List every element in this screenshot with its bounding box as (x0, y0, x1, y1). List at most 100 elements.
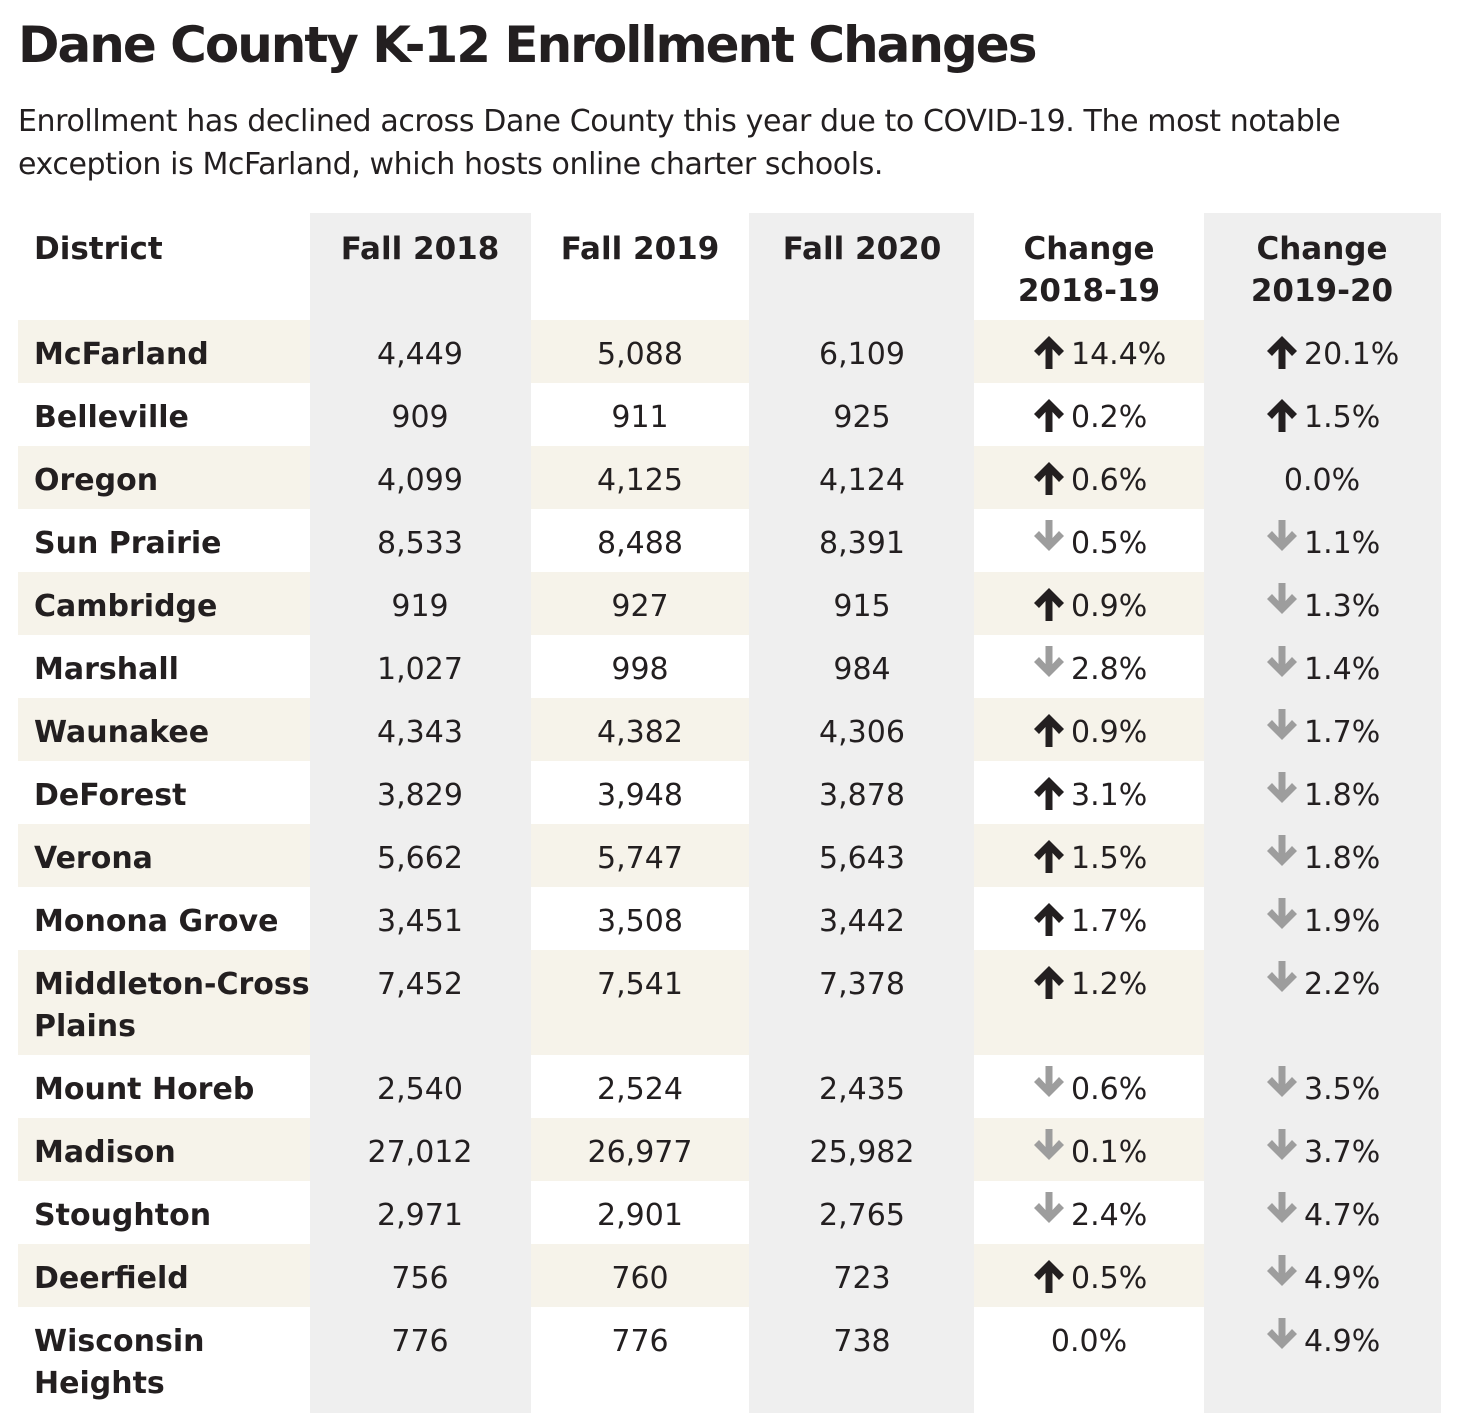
district-name: Sun Prairie (34, 526, 222, 561)
enrollment-value: 2,540 (377, 1072, 463, 1107)
shaded-column (1204, 213, 1441, 1413)
enrollment-value: 1,027 (377, 652, 463, 687)
shaded-column (310, 213, 531, 1413)
row-band (531, 824, 749, 887)
change-value: 1.5% (1304, 400, 1380, 435)
up-arrow-icon (1034, 903, 1064, 936)
enrollment-value: 911 (611, 400, 668, 435)
change-value: 4.9% (1304, 1261, 1380, 1296)
enrollment-value: 760 (611, 1261, 668, 1296)
change-value: 0.6% (1071, 463, 1147, 498)
down-arrow-icon (1267, 583, 1297, 614)
down-arrow-icon (1034, 1192, 1064, 1223)
enrollment-value: 2,971 (377, 1198, 463, 1233)
change-value: 0.9% (1071, 589, 1147, 624)
down-arrow-icon (1034, 1129, 1064, 1160)
down-arrow-icon (1034, 1066, 1064, 1097)
enrollment-value: 7,452 (377, 967, 463, 1002)
enrollment-value: 3,442 (819, 904, 905, 939)
change-value: 1.3% (1304, 589, 1380, 624)
enrollment-value: 3,451 (377, 904, 463, 939)
row-band (974, 950, 1204, 1055)
district-name: Middleton-Cross Plains (34, 967, 310, 1044)
district-name: Waunakee (34, 715, 209, 750)
change-value: 1.9% (1304, 904, 1380, 939)
change-value: 1.7% (1304, 715, 1380, 750)
enrollment-value: 27,012 (368, 1135, 473, 1170)
district-name-line: Oregon (34, 463, 158, 498)
enrollment-value: 915 (833, 589, 890, 624)
district-name: McFarland (34, 337, 209, 372)
enrollment-value: 4,124 (819, 463, 905, 498)
district-name-line: Verona (34, 841, 153, 876)
enrollment-value: 2,901 (597, 1198, 683, 1233)
row-band (974, 446, 1204, 509)
column-header: Change 2019-20 (1251, 231, 1393, 309)
change-value: 0.9% (1071, 715, 1147, 750)
change-value: 0.2% (1071, 400, 1147, 435)
enrollment-value: 2,524 (597, 1072, 683, 1107)
district-name: Cambridge (34, 589, 217, 624)
enrollment-value: 26,977 (588, 1135, 693, 1170)
district-name-line: Cambridge (34, 589, 217, 624)
down-arrow-icon (1267, 772, 1297, 803)
change-value: 1.5% (1071, 841, 1147, 876)
change-value: 1.8% (1304, 841, 1380, 876)
district-name-line: Mount Horeb (34, 1072, 254, 1107)
change-value: 4.9% (1304, 1324, 1380, 1359)
enrollment-value: 8,391 (819, 526, 905, 561)
enrollment-value: 776 (391, 1324, 448, 1359)
enrollment-value: 25,982 (810, 1135, 915, 1170)
change-value: 3.1% (1071, 778, 1147, 813)
enrollment-value: 3,878 (819, 778, 905, 813)
enrollment-value: 4,125 (597, 463, 683, 498)
change-value: 4.7% (1304, 1198, 1380, 1233)
district-name: Deerfield (34, 1261, 189, 1296)
up-arrow-icon (1034, 399, 1064, 432)
change-value: 1.8% (1304, 778, 1380, 813)
up-arrow-icon (1034, 966, 1064, 999)
row-band (531, 950, 749, 1055)
enrollment-value: 723 (833, 1261, 890, 1296)
enrollment-value: 4,382 (597, 715, 683, 750)
enrollment-value: 7,378 (819, 967, 905, 1002)
down-arrow-icon (1267, 520, 1297, 551)
enrollment-value: 4,449 (377, 337, 463, 372)
column-header-line: Fall 2019 (561, 231, 720, 267)
district-name: Monona Grove (34, 904, 278, 939)
down-arrow-icon (1267, 1318, 1297, 1349)
district-name: Wisconsin Heights (34, 1324, 204, 1401)
down-arrow-icon (1267, 1066, 1297, 1097)
district-name-line: Heights (34, 1366, 165, 1401)
row-band (531, 1118, 749, 1181)
up-arrow-icon (1267, 399, 1297, 432)
column-header: Fall 2018 (341, 231, 500, 267)
down-arrow-icon (1267, 835, 1297, 866)
up-arrow-icon (1034, 462, 1064, 495)
enrollment-value: 4,099 (377, 463, 463, 498)
enrollment-value: 8,533 (377, 526, 463, 561)
column-header: Fall 2019 (561, 231, 720, 267)
change-value: 0.5% (1071, 526, 1147, 561)
down-arrow-icon (1034, 646, 1064, 677)
district-name-line: Wisconsin (34, 1324, 204, 1359)
up-arrow-icon (1034, 714, 1064, 747)
district-name-line: Madison (34, 1135, 176, 1170)
down-arrow-icon (1034, 520, 1064, 551)
district-name: DeForest (34, 778, 186, 813)
enrollment-value: 738 (833, 1324, 890, 1359)
district-name-line: Stoughton (34, 1198, 211, 1233)
row-band (18, 572, 310, 635)
enrollment-value: 3,948 (597, 778, 683, 813)
change-value: 1.1% (1304, 526, 1380, 561)
down-arrow-icon (1267, 1129, 1297, 1160)
change-value: 0.1% (1071, 1135, 1147, 1170)
district-name-line: McFarland (34, 337, 209, 372)
district-name-line: Sun Prairie (34, 526, 222, 561)
up-arrow-icon (1034, 336, 1064, 369)
row-band (18, 1244, 310, 1307)
district-name-line: Belleville (34, 400, 189, 435)
enrollment-value: 5,747 (597, 841, 683, 876)
